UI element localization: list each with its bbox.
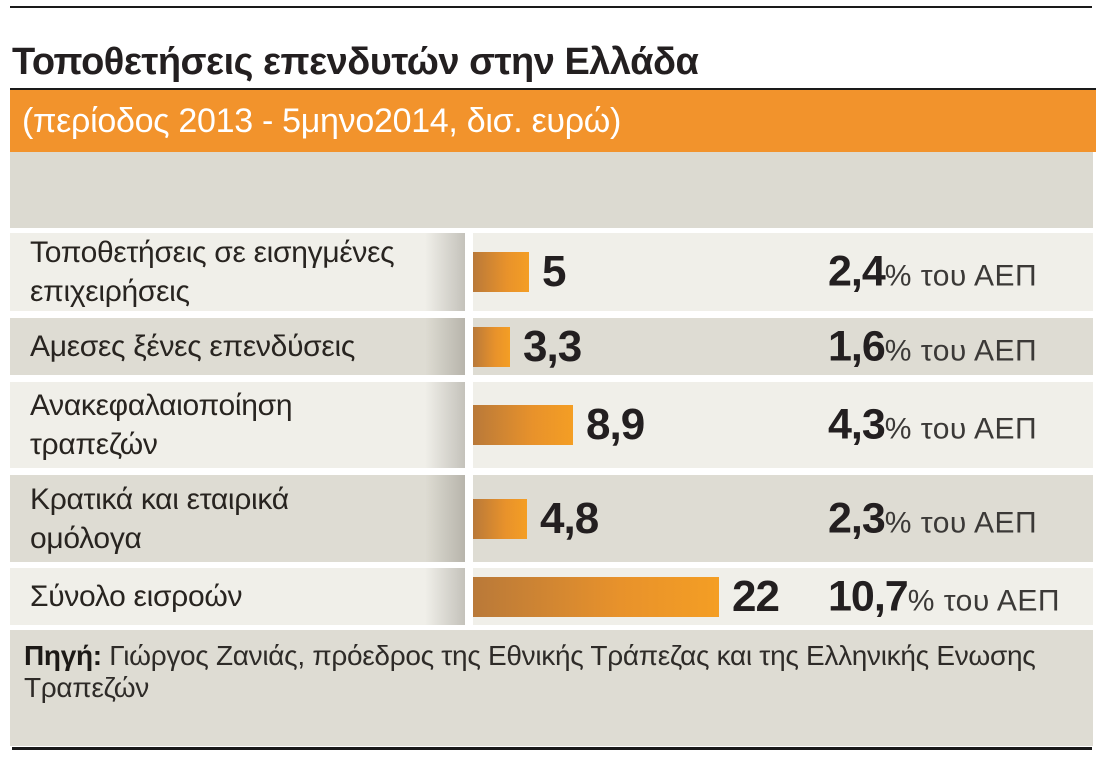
value-bar — [473, 252, 529, 292]
pct-of-gdp: 10,7% του ΑΕΠ — [828, 572, 1060, 621]
row-label: Σύνολο εισροών — [10, 568, 465, 625]
value-label: 4,8 — [540, 493, 599, 543]
row-label: Κρατικά και εταιρικά ομόλογα — [10, 475, 465, 562]
value-bar — [473, 405, 573, 445]
pct-suffix: % του ΑΕΠ — [907, 584, 1061, 617]
row-bar-area: 8,9 4,3% του ΑΕΠ — [473, 382, 1093, 468]
pct-number: 1,6 — [828, 322, 886, 370]
top-rule — [10, 6, 1092, 8]
value-label: 22 — [732, 571, 780, 621]
pct-number: 10,7 — [828, 572, 909, 620]
row-bar-area: 5 2,4% του ΑΕΠ — [473, 233, 1093, 311]
chart-row-bonds: Κρατικά και εταιρικά ομόλογα 4,8 2,3% το… — [10, 475, 1093, 562]
value-bar — [473, 498, 527, 539]
value-bar — [473, 326, 510, 367]
source-footer: Πηγή: Γιώργος Ζανιάς, πρόεδρος της Εθνικ… — [10, 630, 1093, 746]
source-label: Πηγή: — [24, 640, 102, 671]
row-label: Τοποθετήσεις σε εισηγμένες επιχειρήσεις — [10, 233, 465, 311]
bottom-rule — [12, 747, 1092, 750]
chart-row-total-inflows: Σύνολο εισροών 22 10,7% του ΑΕΠ — [10, 568, 1093, 625]
pct-suffix: % του ΑΕΠ — [884, 412, 1038, 446]
row-bar-area: 22 10,7% του ΑΕΠ — [473, 568, 1093, 625]
pct-suffix: % του ΑΕΠ — [884, 334, 1038, 367]
subtitle-banner: (περίοδος 2013 - 5μηνο2014, δισ. ευρώ) — [10, 88, 1096, 152]
chart-row-bank-recap: Ανακεφαλαιοποίηση τραπεζών 8,9 4,3% του … — [10, 382, 1093, 468]
pct-number: 2,4 — [828, 247, 886, 296]
pct-suffix: % του ΑΕΠ — [884, 506, 1038, 539]
pct-of-gdp: 4,3% του ΑΕΠ — [828, 401, 1037, 450]
pct-number: 4,3 — [828, 400, 886, 449]
row-bar-area: 3,3 1,6% του ΑΕΠ — [473, 318, 1093, 375]
subtitle-text: (περίοδος 2013 - 5μηνο2014, δισ. ευρώ) — [22, 101, 622, 140]
beige-spacer-band — [10, 152, 1093, 228]
page-title: Τοποθετήσεις επενδυτών στην Ελλάδα — [12, 41, 699, 84]
pct-of-gdp: 1,6% του ΑΕΠ — [828, 322, 1037, 371]
chart-row-fdi: Αμεσες ξένες επενδύσεις 3,3 1,6% του ΑΕΠ — [10, 318, 1093, 375]
value-bar — [473, 576, 719, 617]
row-bar-area: 4,8 2,3% του ΑΕΠ — [473, 475, 1093, 562]
pct-of-gdp: 2,3% του ΑΕΠ — [828, 494, 1037, 543]
value-label: 8,9 — [586, 400, 645, 449]
row-label: Ανακεφαλαιοποίηση τραπεζών — [10, 382, 465, 468]
pct-of-gdp: 2,4% του ΑΕΠ — [828, 248, 1037, 297]
value-label: 3,3 — [523, 321, 582, 371]
pct-suffix: % του ΑΕΠ — [884, 259, 1038, 293]
value-label: 5 — [542, 247, 567, 296]
row-label: Αμεσες ξένες επενδύσεις — [10, 318, 465, 375]
source-text: Γιώργος Ζανιάς, πρόεδρος της Εθνικής Τρά… — [24, 640, 1036, 703]
chart-row-listed-companies: Τοποθετήσεις σε εισηγμένες επιχειρήσεις … — [10, 233, 1093, 311]
pct-number: 2,3 — [828, 494, 886, 542]
